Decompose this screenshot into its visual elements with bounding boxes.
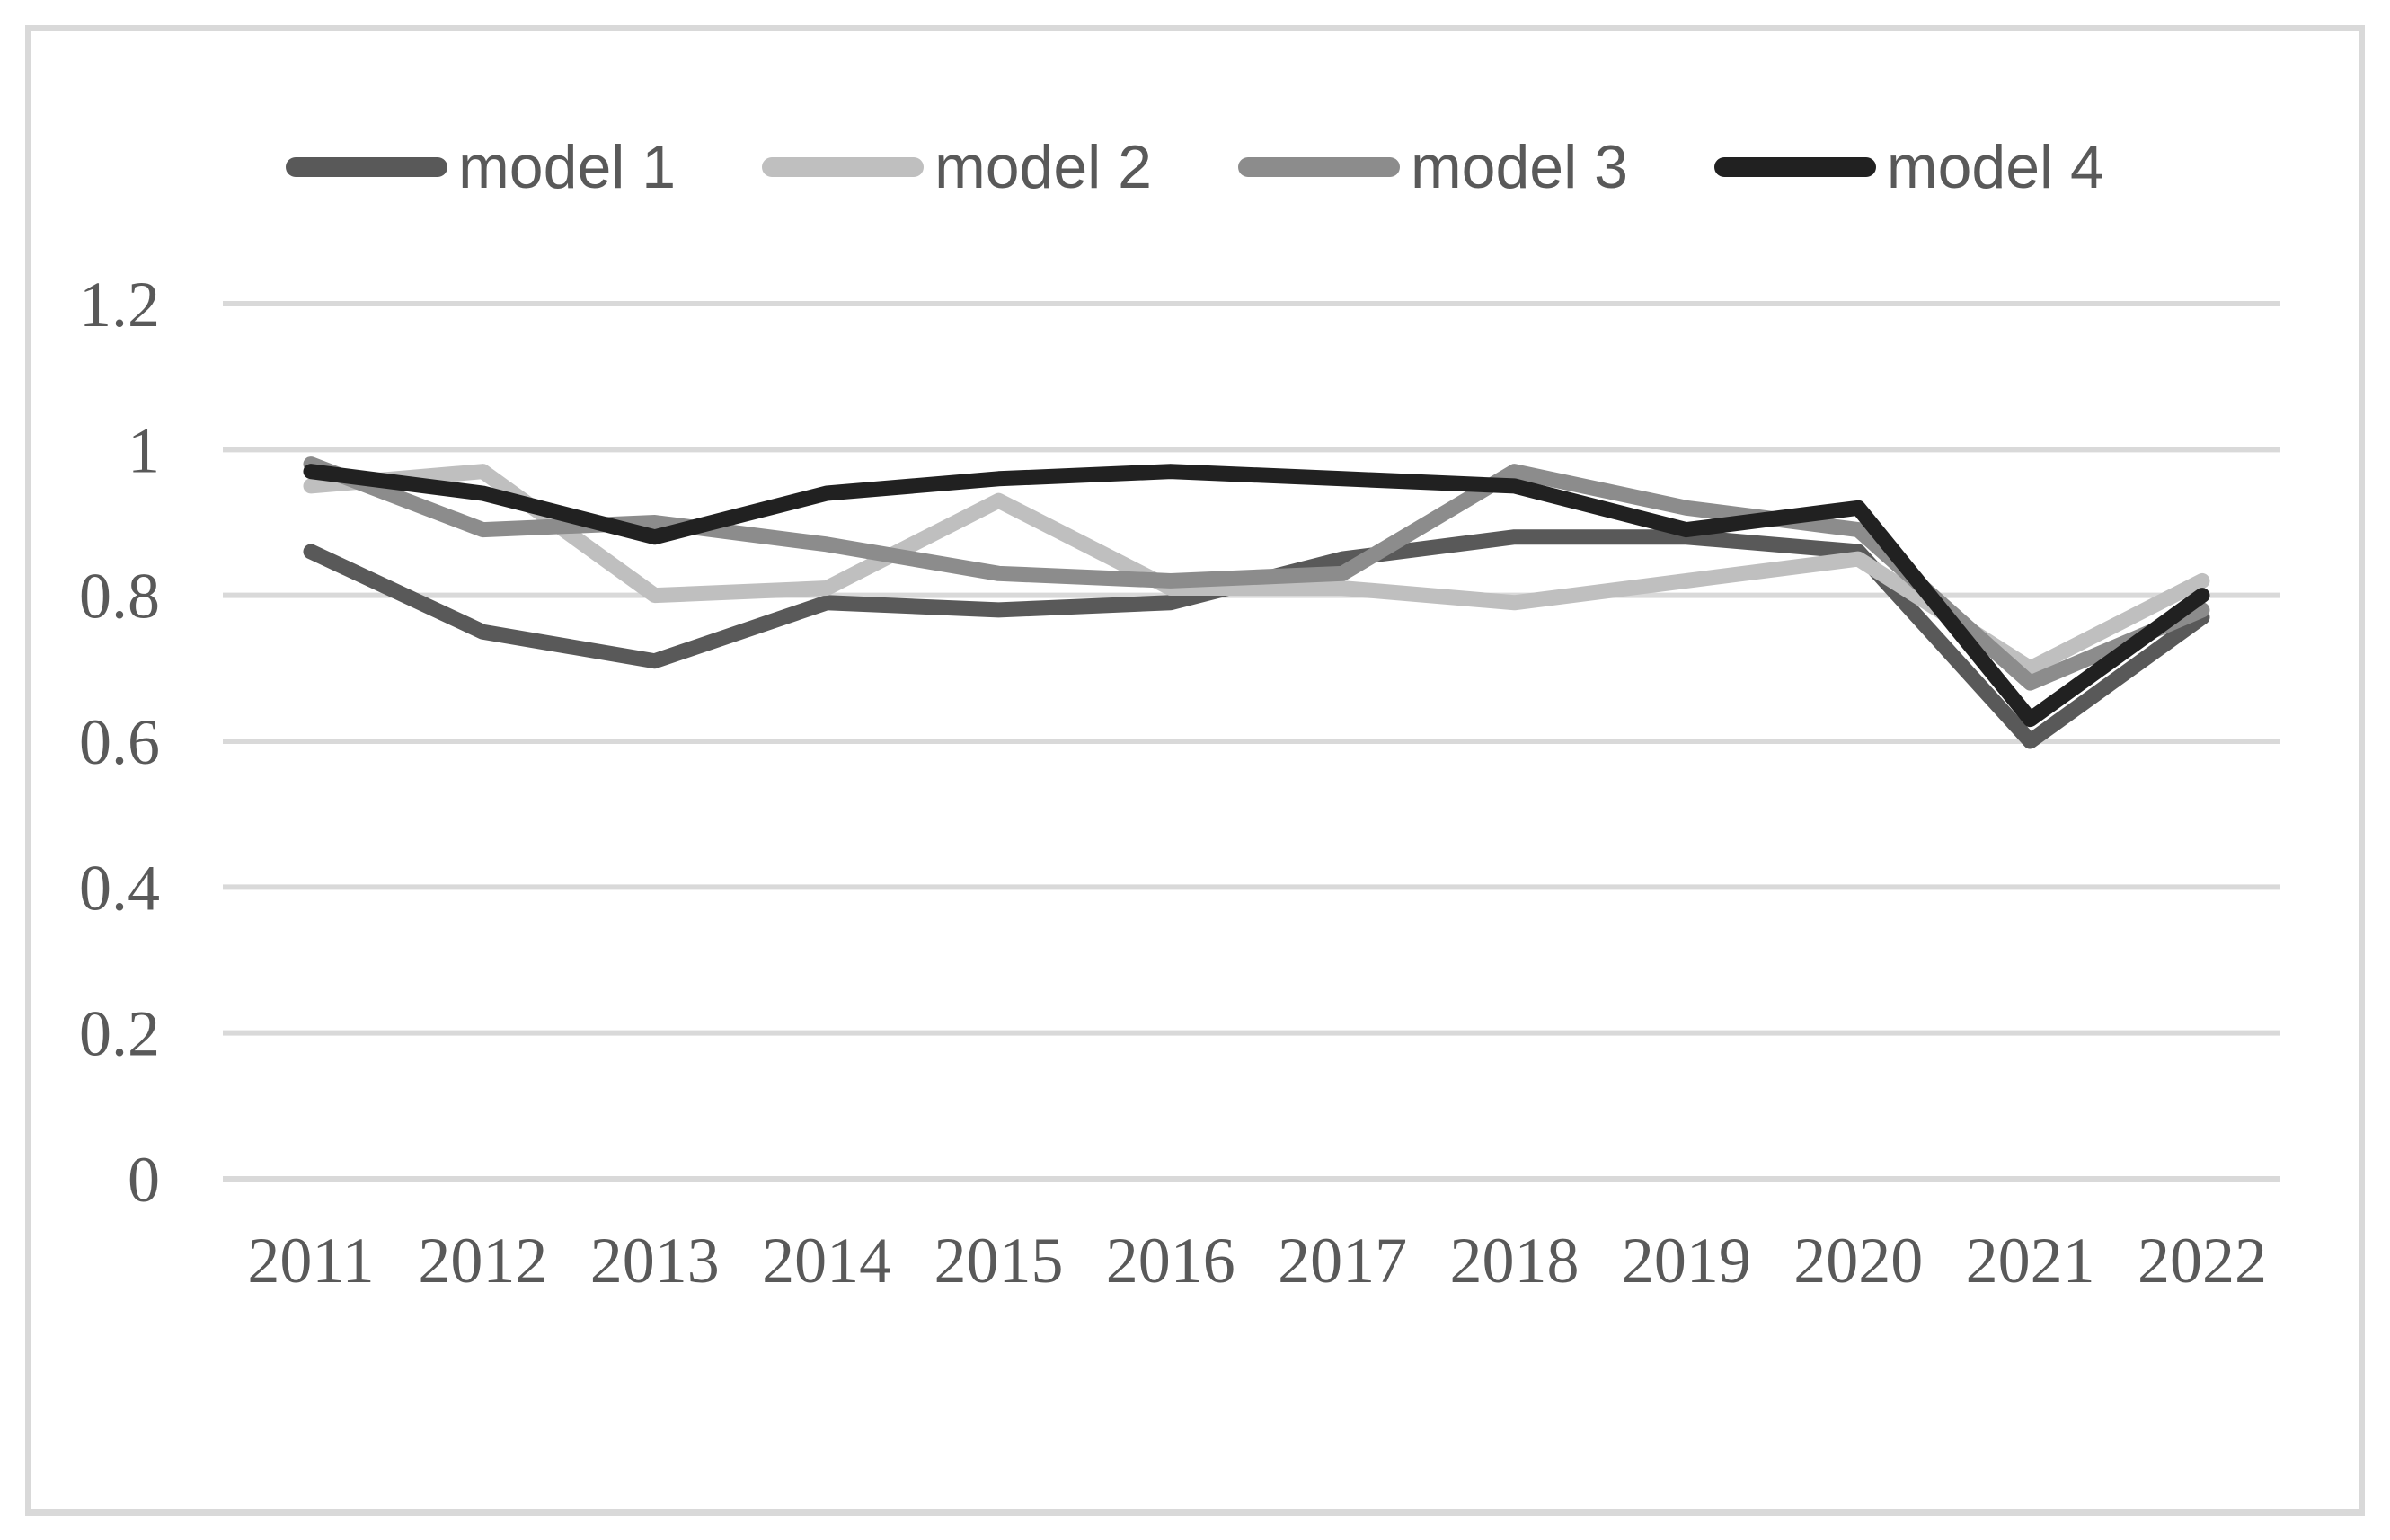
legend-item-model-2: model 2 — [762, 137, 1152, 198]
x-tick-label: 2015 — [934, 1225, 1063, 1297]
y-tick-label: 0.4 — [79, 852, 160, 924]
x-tick-label: 2019 — [1622, 1225, 1751, 1297]
legend-label: model 4 — [1886, 133, 2104, 201]
x-tick-label: 2018 — [1450, 1225, 1580, 1297]
y-tick-label: 1.2 — [79, 269, 160, 341]
y-tick-label: 0.6 — [79, 706, 160, 778]
x-tick-label: 2017 — [1278, 1225, 1407, 1297]
legend-label: model 1 — [458, 133, 677, 201]
y-tick-label: 0.2 — [79, 998, 160, 1070]
x-tick-label: 2016 — [1106, 1225, 1235, 1297]
y-tick-label: 0.8 — [79, 561, 160, 633]
legend-line-swatch — [762, 157, 925, 177]
legend-line-swatch — [1238, 157, 1400, 177]
legend: model 1 model 2 model 3 model 4 — [0, 137, 2390, 198]
x-tick-label: 2020 — [1793, 1225, 1923, 1297]
series-line-model-2 — [303, 464, 2210, 677]
x-tick-label: 2011 — [247, 1225, 374, 1297]
legend-label: model 2 — [934, 133, 1152, 201]
x-tick-label: 2012 — [418, 1225, 547, 1297]
series-line-model-1 — [303, 529, 2210, 749]
legend-line-swatch — [286, 157, 448, 177]
series-line-model-4 — [303, 464, 2210, 728]
legend-item-model-1: model 1 — [286, 137, 676, 198]
y-tick-label: 1 — [128, 414, 160, 486]
x-tick-label: 2013 — [590, 1225, 720, 1297]
legend-item-model-4: model 4 — [1713, 133, 2104, 201]
y-tick-label: 0 — [128, 1144, 160, 1216]
chart-border — [25, 25, 2365, 1516]
x-tick-label: 2021 — [1966, 1225, 2095, 1297]
x-tick-label: 2022 — [2138, 1225, 2267, 1297]
x-tick-label: 2014 — [762, 1225, 891, 1297]
legend-item-model-3: model 3 — [1238, 137, 1628, 198]
legend-label: model 3 — [1411, 133, 1628, 201]
legend-line-swatch — [1713, 157, 1876, 177]
